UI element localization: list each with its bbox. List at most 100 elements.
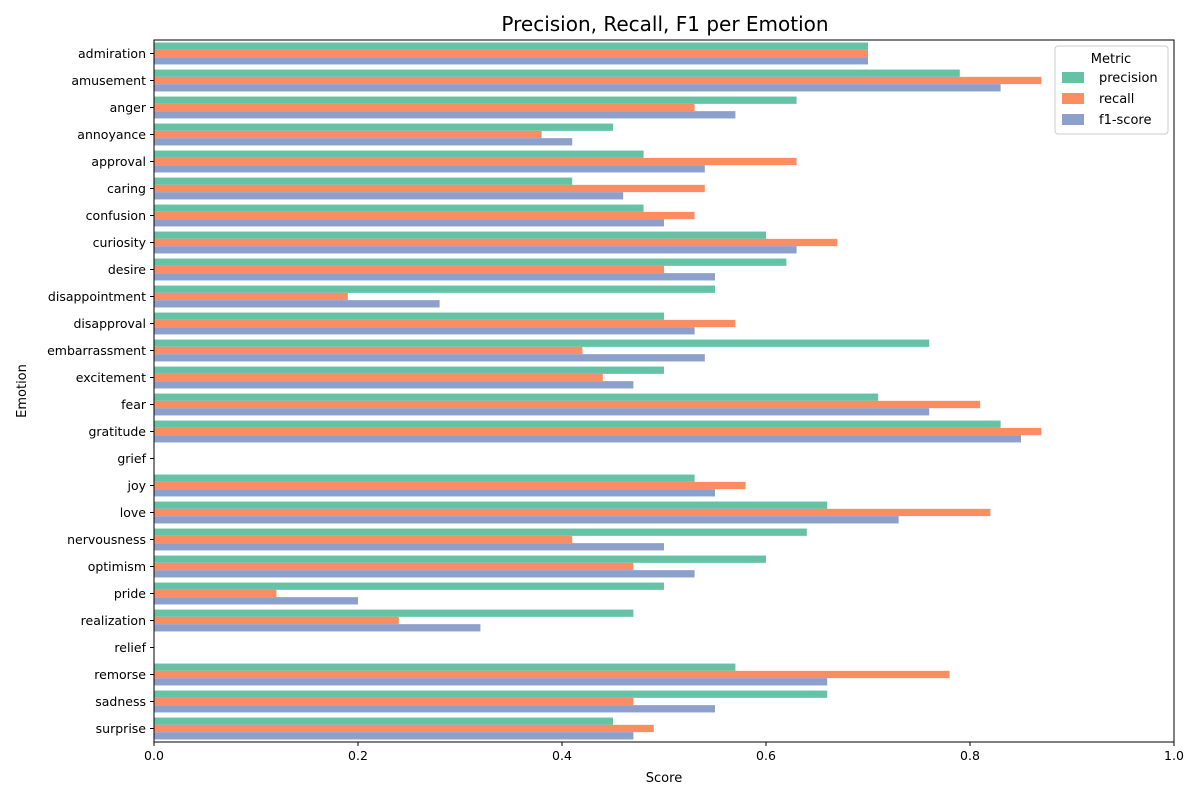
y-tick-label-disappointment: disappointment [48,289,146,304]
y-axis-ticks: admiration amusement anger annoyance approva… [47,46,154,736]
bar-pride-precision [154,582,664,590]
bar-annoyance-recall [154,130,542,139]
bar-love-precision [154,501,828,509]
bar-optimism-f1-score [154,570,695,578]
bar-curiosity-f1-score [154,246,797,254]
bar-surprise-f1-score [154,732,634,740]
bar-pride-recall [154,589,277,598]
legend-swatch-recall [1062,93,1084,104]
legend: Metric precision recall f1-score [1054,45,1169,135]
bar-admiration-precision [154,42,868,50]
bar-confusion-f1-score [154,219,664,227]
bar-fear-precision [154,393,879,401]
bar-anger-precision [154,96,797,104]
bar-embarrassment-recall [154,346,583,355]
bar-amusement-precision [154,69,960,77]
bar-nervousness-f1-score [154,543,664,551]
bar-excitement-precision [154,366,664,374]
bar-embarrassment-f1-score [154,354,705,362]
bar-approval-f1-score [154,165,705,173]
bar-remorse-f1-score [154,678,828,686]
bar-approval-recall [154,157,797,166]
y-tick-label-love: love [120,505,147,520]
bar-love-f1-score [154,516,899,524]
bar-desire-recall [154,265,664,274]
bar-fear-f1-score [154,408,930,416]
bar-excitement-recall [154,373,603,382]
bar-joy-precision [154,474,695,482]
y-tick-label-surprise: surprise [96,721,147,736]
bar-sadness-recall [154,697,634,706]
bar-gratitude-f1-score [154,435,1021,443]
bar-realization-precision [154,609,634,617]
bar-surprise-recall [154,724,654,733]
legend-label-recall: recall [1099,92,1134,107]
x-tick-label-0-2: 0.2 [348,748,368,763]
bar-admiration-recall [154,49,868,58]
legend-swatch-precision [1062,72,1084,83]
y-tick-label-remorse: remorse [94,667,146,682]
bar-disapproval-precision [154,312,664,320]
bar-excitement-f1-score [154,381,634,389]
y-tick-label-disapproval: disapproval [74,316,147,331]
legend-label-f1-score: f1-score [1099,113,1151,128]
bar-caring-precision [154,177,573,185]
bar-joy-recall [154,481,746,490]
bar-fear-recall [154,400,981,409]
legend-label-precision: precision [1099,71,1158,86]
bar-realization-f1-score [154,624,481,632]
bar-amusement-f1-score [154,84,1001,92]
bar-optimism-precision [154,555,766,563]
bar-joy-f1-score [154,489,715,497]
bar-desire-precision [154,258,787,266]
bar-surprise-precision [154,717,613,725]
bar-optimism-recall [154,562,634,571]
bar-desire-f1-score [154,273,715,281]
y-tick-label-fear: fear [121,397,147,412]
bar-annoyance-precision [154,123,613,131]
bar-anger-f1-score [154,111,736,119]
bar-remorse-precision [154,663,736,671]
y-tick-label-admiration: admiration [78,46,146,61]
y-tick-label-nervousness: nervousness [67,532,146,547]
bar-gratitude-recall [154,427,1042,436]
x-axis-label: Score [646,771,682,786]
bar-realization-recall [154,616,399,625]
bar-caring-f1-score [154,192,624,200]
bar-sadness-precision [154,690,828,698]
chart-title: Precision, Recall, F1 per Emotion [501,12,828,36]
bar-curiosity-precision [154,231,766,239]
y-tick-label-relief: relief [114,640,146,655]
legend-box [1054,45,1169,135]
y-tick-label-confusion: confusion [86,208,146,223]
bar-disappointment-recall [154,292,348,301]
y-tick-label-annoyance: annoyance [77,127,146,142]
y-tick-label-pride: pride [114,586,146,601]
y-tick-label-grief: grief [117,451,146,466]
y-tick-label-realization: realization [81,613,146,628]
x-axis-ticks: 0.0 0.2 0.4 0.6 0.8 1.0 [144,742,1184,763]
bars-group [154,42,1042,740]
x-tick-label-1-0: 1.0 [1164,748,1184,763]
bar-gratitude-precision [154,420,1001,428]
bar-disapproval-recall [154,319,736,328]
bar-disappointment-precision [154,285,715,293]
bar-nervousness-precision [154,528,807,536]
bar-anger-recall [154,103,695,112]
x-tick-label-0-6: 0.6 [756,748,776,763]
bar-confusion-precision [154,204,644,212]
y-tick-label-excitement: excitement [76,370,146,385]
legend-title: Metric [1091,52,1131,67]
y-tick-label-curiosity: curiosity [93,235,147,250]
bar-love-recall [154,508,991,517]
y-tick-label-approval: approval [91,154,146,169]
y-tick-label-caring: caring [107,181,146,196]
bar-embarrassment-precision [154,339,930,347]
bar-pride-f1-score [154,597,358,605]
x-tick-label-0-8: 0.8 [960,748,980,763]
plot-frame [153,39,1175,743]
y-tick-label-sadness: sadness [95,694,146,709]
y-tick-label-amusement: amusement [71,73,146,88]
